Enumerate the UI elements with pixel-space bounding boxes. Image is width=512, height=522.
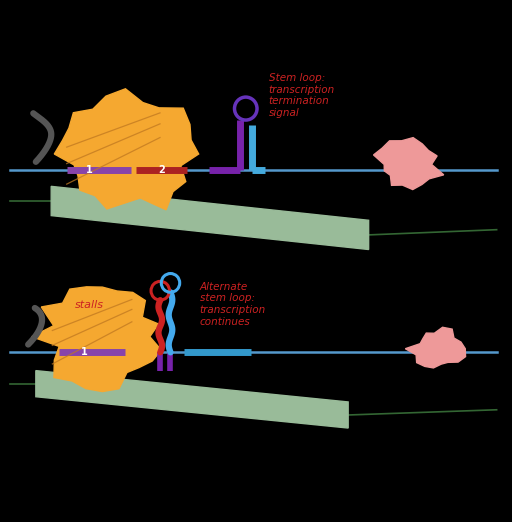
Polygon shape [51, 186, 369, 250]
Polygon shape [36, 371, 348, 428]
Text: 1: 1 [86, 164, 93, 175]
Text: 2: 2 [158, 164, 165, 175]
Polygon shape [374, 138, 444, 189]
Text: Stem loop:
transcription
termination
signal: Stem loop: transcription termination sig… [269, 73, 335, 118]
Polygon shape [54, 89, 199, 210]
Text: Alternate
stem loop:
transcription
continues: Alternate stem loop: transcription conti… [200, 282, 266, 327]
Polygon shape [406, 327, 465, 368]
Text: 1: 1 [81, 347, 88, 358]
Polygon shape [32, 287, 161, 392]
Text: stalls: stalls [75, 300, 104, 311]
